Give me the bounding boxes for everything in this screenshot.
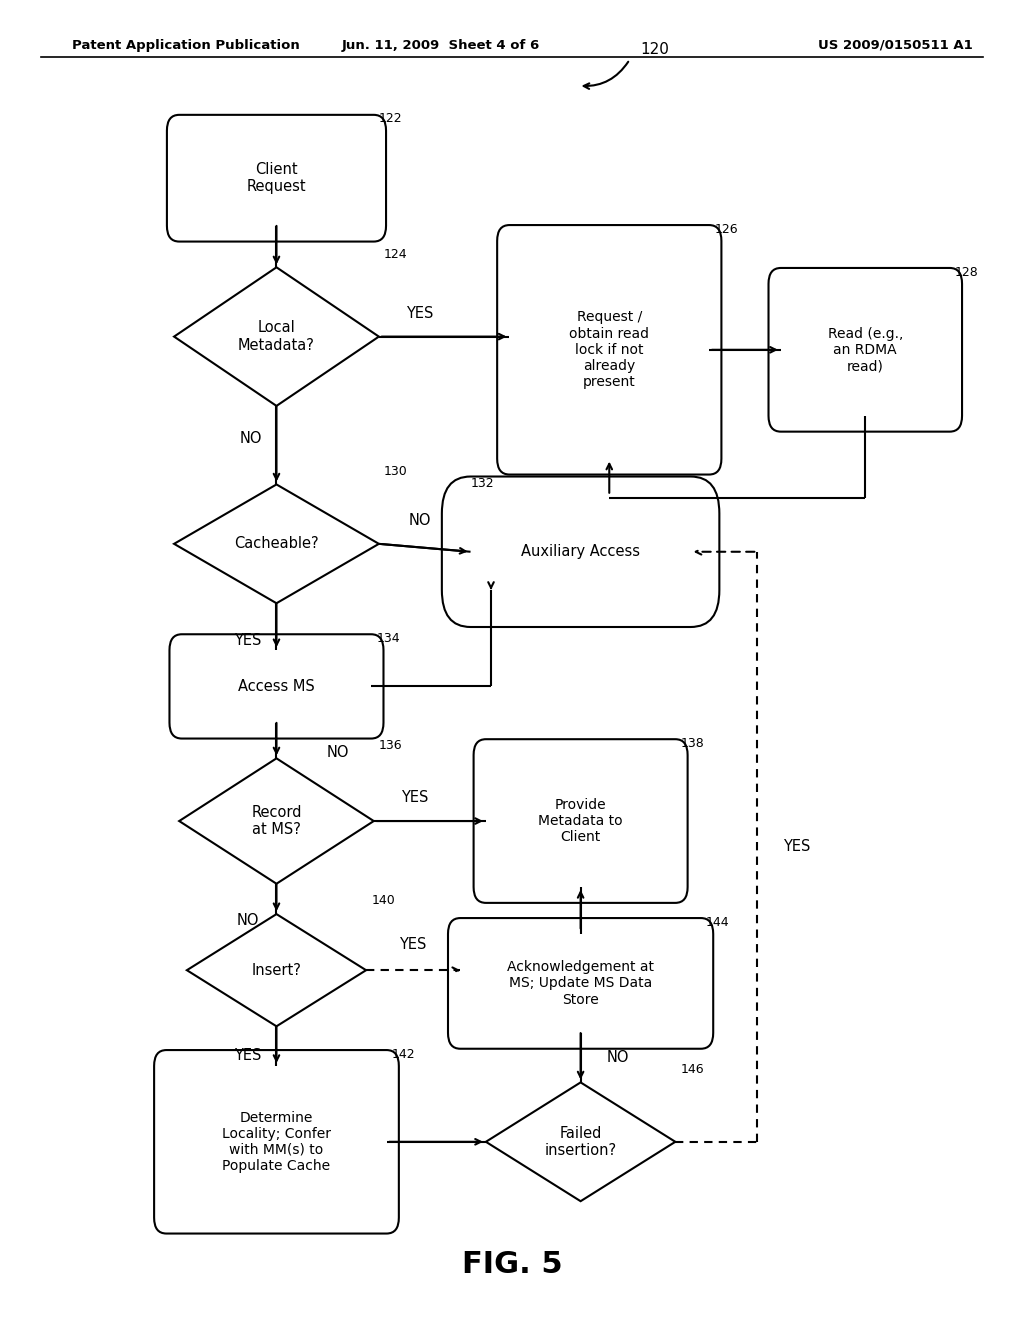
Text: NO: NO: [237, 913, 259, 928]
Text: 128: 128: [954, 265, 979, 279]
Text: 146: 146: [680, 1063, 705, 1076]
Text: US 2009/0150511 A1: US 2009/0150511 A1: [818, 38, 973, 51]
Text: Client
Request: Client Request: [247, 162, 306, 194]
FancyBboxPatch shape: [473, 739, 687, 903]
FancyBboxPatch shape: [447, 919, 713, 1048]
Text: YES: YES: [234, 1048, 261, 1063]
Text: 126: 126: [715, 223, 738, 235]
Text: Request /
obtain read
lock if not
already
present: Request / obtain read lock if not alread…: [569, 310, 649, 389]
Text: Patent Application Publication: Patent Application Publication: [72, 38, 299, 51]
Text: 136: 136: [379, 739, 402, 752]
Text: 138: 138: [680, 737, 705, 750]
Text: Acknowledgement at
MS; Update MS Data
Store: Acknowledgement at MS; Update MS Data St…: [507, 960, 654, 1007]
Text: Insert?: Insert?: [252, 962, 301, 978]
Text: NO: NO: [240, 432, 262, 446]
FancyBboxPatch shape: [170, 635, 383, 739]
Text: YES: YES: [399, 937, 427, 952]
Text: Failed
insertion?: Failed insertion?: [545, 1126, 616, 1158]
Text: 122: 122: [379, 112, 402, 125]
Text: Jun. 11, 2009  Sheet 4 of 6: Jun. 11, 2009 Sheet 4 of 6: [341, 38, 540, 51]
Text: YES: YES: [401, 791, 428, 805]
Text: Determine
Locality; Confer
with MM(s) to
Populate Cache: Determine Locality; Confer with MM(s) to…: [222, 1110, 331, 1173]
FancyBboxPatch shape: [768, 268, 963, 432]
Text: 134: 134: [377, 632, 400, 645]
FancyBboxPatch shape: [155, 1051, 399, 1233]
Text: Auxiliary Access: Auxiliary Access: [521, 544, 640, 560]
Text: YES: YES: [782, 840, 810, 854]
Text: Access MS: Access MS: [239, 678, 314, 694]
Text: Read (e.g.,
an RDMA
read): Read (e.g., an RDMA read): [827, 326, 903, 374]
Polygon shape: [187, 913, 367, 1027]
Text: NO: NO: [327, 744, 349, 760]
Text: 132: 132: [470, 477, 495, 490]
Polygon shape: [179, 758, 374, 884]
Text: 124: 124: [384, 248, 408, 261]
Text: YES: YES: [234, 632, 261, 648]
Polygon shape: [174, 267, 379, 407]
Text: FIG. 5: FIG. 5: [462, 1250, 562, 1279]
Polygon shape: [174, 484, 379, 603]
Text: NO: NO: [409, 513, 431, 528]
Text: Record
at MS?: Record at MS?: [251, 805, 302, 837]
FancyBboxPatch shape: [167, 115, 386, 242]
Text: NO: NO: [606, 1051, 629, 1065]
Text: Cacheable?: Cacheable?: [234, 536, 318, 552]
Polygon shape: [485, 1082, 676, 1201]
Text: 140: 140: [372, 895, 395, 908]
Text: 144: 144: [706, 916, 730, 929]
Text: YES: YES: [407, 306, 433, 321]
Text: 120: 120: [640, 42, 669, 57]
FancyBboxPatch shape: [441, 477, 719, 627]
Text: Local
Metadata?: Local Metadata?: [238, 321, 315, 352]
Text: Provide
Metadata to
Client: Provide Metadata to Client: [539, 797, 623, 845]
FancyBboxPatch shape: [497, 226, 721, 475]
Text: 130: 130: [384, 465, 408, 478]
Text: 142: 142: [391, 1048, 416, 1061]
